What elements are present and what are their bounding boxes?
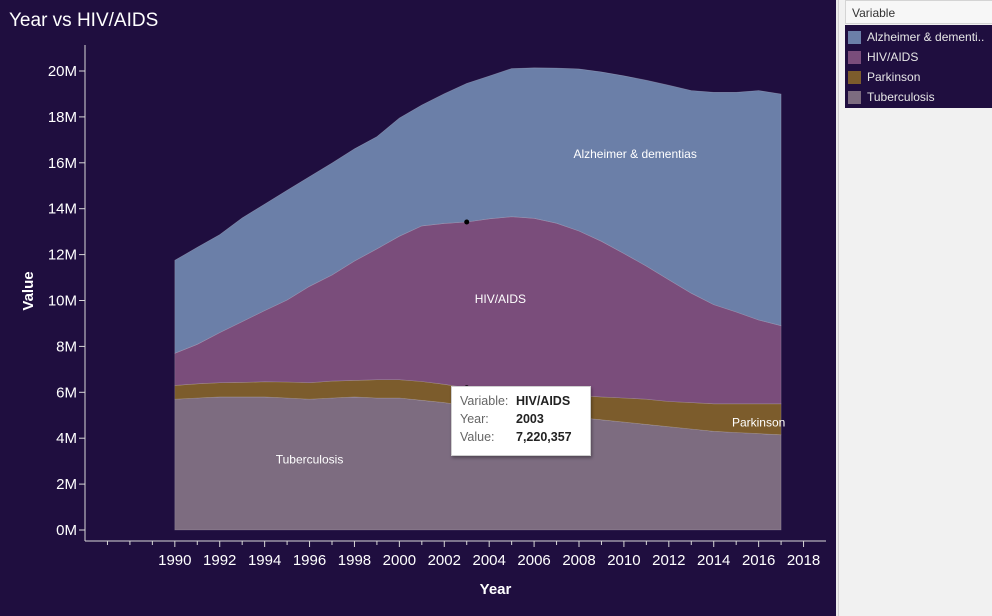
tooltip-variable-key: Variable:	[460, 394, 509, 408]
legend-list: Alzheimer & dementi.. HIV/AIDS Parkinson…	[845, 25, 992, 108]
legend-item-alzheimer[interactable]: Alzheimer & dementi..	[845, 27, 992, 47]
series-label: HIV/AIDS	[475, 292, 526, 306]
y-tick-label: 14M	[48, 201, 77, 218]
x-tick-label: 2018	[787, 552, 820, 569]
x-tick-label: 2016	[742, 552, 775, 569]
y-tick-label: 4M	[56, 430, 77, 447]
x-tick-label: 2004	[472, 552, 505, 569]
x-axis-title: Year	[480, 581, 512, 598]
y-tick-label: 20M	[48, 63, 77, 80]
x-tick-label: 2002	[428, 552, 461, 569]
legend-label: Alzheimer & dementi..	[867, 30, 985, 44]
y-tick-label: 18M	[48, 109, 77, 126]
area-chart[interactable]: Tuberculosis Parkinson HIV/AIDS Alzheimer &…	[0, 0, 836, 616]
area-hiv-aids[interactable]	[174, 216, 782, 405]
legend-item-parkinson[interactable]: Parkinson	[845, 67, 992, 87]
legend-panel: Variable Alzheimer & dementi.. HIV/AIDS …	[838, 0, 992, 616]
tooltip-value-row: Value: 7,220,357	[460, 430, 572, 448]
tooltip: Variable: HIV/AIDS Year: 2003 Value: 7,220,…	[451, 386, 591, 456]
tooltip-variable-value: HIV/AIDS	[516, 394, 571, 408]
chart-panel: Tuberculosis Parkinson HIV/AIDS Alzheimer &…	[0, 0, 836, 616]
x-tick-label: 1994	[248, 552, 281, 569]
tooltip-year-row: Year: 2003	[460, 412, 544, 430]
tooltip-variable-row: Variable: HIV/AIDS	[460, 394, 570, 412]
x-tick-label: 1990	[158, 552, 191, 569]
y-tick-label: 8M	[56, 338, 77, 355]
legend-swatch	[848, 31, 861, 44]
legend-swatch	[848, 91, 861, 104]
legend-label: HIV/AIDS	[867, 50, 919, 64]
legend-label: Tuberculosis	[867, 90, 935, 104]
x-tick-label: 2012	[652, 552, 685, 569]
legend-item-tuberculosis[interactable]: Tuberculosis	[845, 87, 992, 107]
x-tick-label: 1998	[338, 552, 371, 569]
y-tick-label: 16M	[48, 155, 77, 172]
y-tick-label: 0M	[56, 522, 77, 539]
legend-label: Parkinson	[867, 70, 921, 84]
x-tick-label: 2006	[517, 552, 550, 569]
area-alzheimer-dementias[interactable]	[174, 67, 782, 354]
x-tick-label: 2014	[697, 552, 730, 569]
series-label: Alzheimer & dementias	[573, 147, 696, 161]
legend-item-hiv-aids[interactable]: HIV/AIDS	[845, 47, 992, 67]
y-tick-label: 6M	[56, 384, 77, 401]
y-tick-label: 12M	[48, 247, 77, 264]
legend-swatch	[848, 51, 861, 64]
y-tick-label: 10M	[48, 293, 77, 310]
series-label: Tuberculosis	[276, 452, 344, 466]
tooltip-year-value: 2003	[516, 412, 544, 426]
y-axis-title: Value	[20, 271, 37, 310]
y-tick-label: 2M	[56, 476, 77, 493]
highlight-point-top	[464, 219, 470, 225]
x-tick-label: 2010	[607, 552, 640, 569]
chart-title: Year vs HIV/AIDS	[9, 10, 159, 31]
legend-swatch	[848, 71, 861, 84]
x-tick-label: 1996	[293, 552, 326, 569]
x-tick-label: 2000	[383, 552, 416, 569]
series-label: Parkinson	[732, 416, 785, 430]
x-tick-label: 2008	[562, 552, 595, 569]
x-tick-label: 1992	[203, 552, 236, 569]
tooltip-value-key: Value:	[460, 430, 495, 444]
tooltip-year-key: Year:	[460, 412, 489, 426]
tooltip-value-value: 7,220,357	[516, 430, 572, 444]
legend-header: Variable	[845, 0, 992, 24]
